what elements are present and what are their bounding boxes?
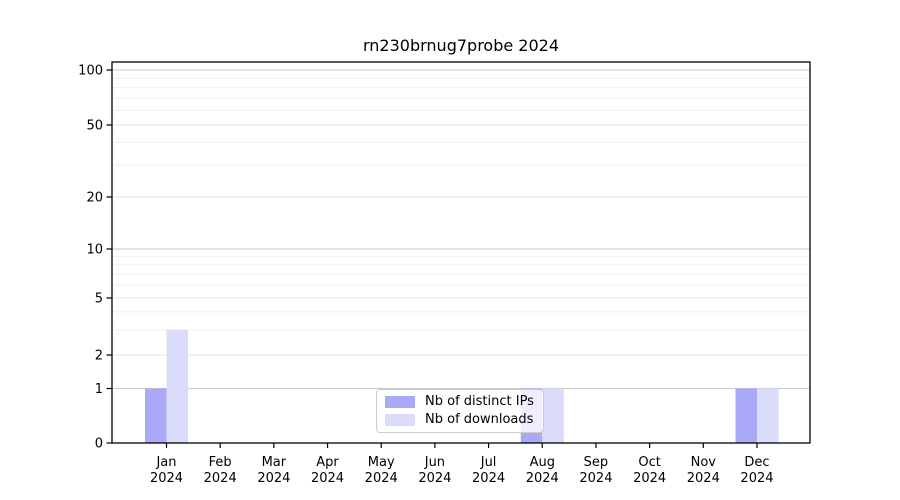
x-axis-tick-label-year: 2024 [150, 471, 183, 486]
x-axis-tick-label-month: Dec [744, 455, 769, 470]
bar-downloads [166, 329, 188, 443]
x-axis-tick-label-year: 2024 [418, 471, 451, 486]
x-axis-tick-label-year: 2024 [257, 471, 290, 486]
y-axis-tick-label: 0 [95, 437, 103, 452]
y-axis-tick-label: 10 [86, 243, 103, 258]
legend: Nb of distinct IPs Nb of downloads [376, 389, 544, 433]
y-axis-tick-label: 100 [78, 64, 103, 79]
y-axis-tick-label: 5 [95, 292, 103, 307]
legend-swatch-distinct-ips [385, 396, 415, 408]
x-axis-tick-label-month: Feb [209, 455, 232, 470]
legend-label-distinct-ips: Nb of distinct IPs [425, 394, 534, 409]
x-axis-tick-label-year: 2024 [633, 471, 666, 486]
bar-downloads [542, 388, 564, 443]
x-axis-tick-label-month: Jan [155, 455, 176, 470]
y-axis-tick-label: 50 [86, 119, 103, 134]
x-axis-tick-label-year: 2024 [526, 471, 559, 486]
x-axis-tick-label-year: 2024 [579, 471, 612, 486]
x-axis-tick-label-month: May [368, 455, 395, 470]
y-axis-tick-label: 2 [95, 349, 103, 364]
x-axis-tick-label-month: Jun [424, 455, 445, 470]
x-axis-tick-label-year: 2024 [204, 471, 237, 486]
x-axis-tick-label-year: 2024 [472, 471, 505, 486]
legend-item-downloads: Nb of downloads [385, 413, 534, 427]
x-axis-tick-label-year: 2024 [311, 471, 344, 486]
x-axis-tick-label-month: Sep [584, 455, 609, 470]
plot-frame [111, 61, 811, 444]
x-axis-tick-label-year: 2024 [687, 471, 720, 486]
x-axis-tick-label-year: 2024 [740, 471, 773, 486]
x-axis-tick-label-month: Apr [316, 455, 339, 470]
x-axis-tick-label-month: Nov [691, 455, 717, 470]
y-axis-tick-label: 1 [95, 382, 103, 397]
x-axis-tick-label-month: Jul [480, 455, 497, 470]
bar-downloads [756, 388, 779, 443]
y-axis-tick-label: 20 [86, 191, 103, 206]
legend-item-distinct-ips: Nb of distinct IPs [385, 395, 534, 409]
legend-swatch-downloads [385, 414, 415, 426]
x-axis-tick-label-month: Mar [262, 455, 287, 470]
chart-title: rn230brnug7probe 2024 [362, 36, 560, 55]
bar-distinct-ips [145, 388, 167, 443]
bar-distinct-ips [735, 388, 757, 443]
x-axis-tick-label-month: Oct [638, 455, 660, 470]
x-axis-tick-label-month: Aug [530, 455, 555, 470]
legend-label-downloads: Nb of downloads [425, 412, 534, 427]
x-axis-tick-label-year: 2024 [365, 471, 398, 486]
